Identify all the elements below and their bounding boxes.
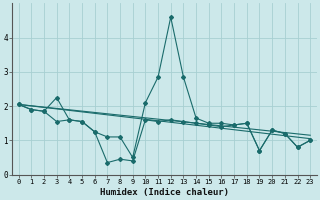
X-axis label: Humidex (Indice chaleur): Humidex (Indice chaleur)	[100, 188, 229, 197]
